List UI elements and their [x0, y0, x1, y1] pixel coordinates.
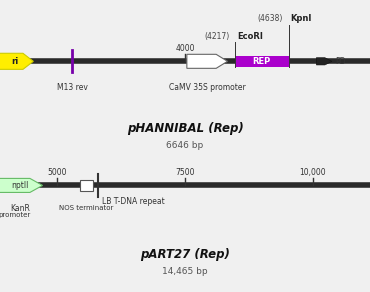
Text: REP: REP — [253, 57, 271, 66]
Bar — [80, 180, 92, 191]
Text: 10,000: 10,000 — [299, 168, 326, 177]
Text: (4217): (4217) — [204, 32, 229, 41]
Text: 14,465 bp: 14,465 bp — [162, 267, 208, 276]
Text: ri: ri — [11, 57, 18, 66]
Polygon shape — [316, 58, 332, 65]
Text: pHANNIBAL (Rep): pHANNIBAL (Rep) — [127, 122, 243, 135]
Text: pART27 (Rep): pART27 (Rep) — [140, 248, 230, 260]
Text: EcoRI: EcoRI — [237, 32, 263, 41]
Text: M13 rev: M13 rev — [57, 83, 88, 92]
Text: (4638): (4638) — [258, 14, 283, 23]
Polygon shape — [0, 53, 33, 69]
Text: CaMV 35S promoter: CaMV 35S promoter — [169, 83, 246, 92]
Text: 5000: 5000 — [48, 168, 67, 177]
Polygon shape — [187, 54, 228, 68]
Text: LB T-DNA repeat: LB T-DNA repeat — [102, 197, 165, 206]
Polygon shape — [0, 178, 43, 192]
Text: 4000: 4000 — [175, 44, 195, 53]
Text: 7500: 7500 — [175, 168, 195, 177]
Text: promoter: promoter — [0, 212, 31, 218]
Bar — [235, 56, 289, 67]
Text: 6646 bp: 6646 bp — [166, 142, 204, 150]
Text: KanR: KanR — [10, 204, 30, 213]
Text: KpnI: KpnI — [290, 14, 312, 23]
Text: PD: PD — [336, 57, 346, 66]
Text: nptII: nptII — [12, 181, 29, 190]
Text: NOS terminator: NOS terminator — [59, 205, 113, 211]
